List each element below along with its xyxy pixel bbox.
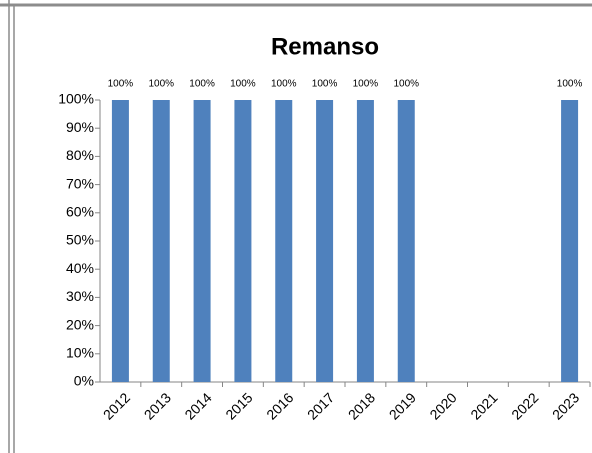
y-tick-label: 40% [66,260,94,276]
y-tick-label: 10% [66,345,94,361]
bar [316,100,334,382]
y-tick-label: 50% [66,232,94,248]
value-label: 100% [312,79,338,90]
value-label: 100% [271,79,297,90]
value-label: 100% [108,79,134,90]
bar [193,100,211,382]
bar [356,100,374,382]
value-label: 100% [353,79,379,90]
value-label: 100% [393,79,419,90]
y-tick-label: 60% [66,204,94,220]
chart-title: Remanso [271,33,379,60]
y-tick-label: 100% [58,91,94,107]
bar [561,100,579,382]
value-label: 100% [230,79,256,90]
bar [275,100,293,382]
value-label: 100% [148,79,174,90]
y-tick-label: 20% [66,316,94,332]
y-tick-label: 90% [66,119,94,135]
bar [234,100,252,382]
y-tick-label: 80% [66,147,94,163]
y-tick-label: 70% [66,175,94,191]
value-label: 100% [189,79,215,90]
bar [152,100,170,382]
bar [111,100,129,382]
value-label: 100% [557,79,583,90]
y-tick-label: 30% [66,288,94,304]
bar [397,100,415,382]
y-tick-label: 0% [74,373,94,389]
